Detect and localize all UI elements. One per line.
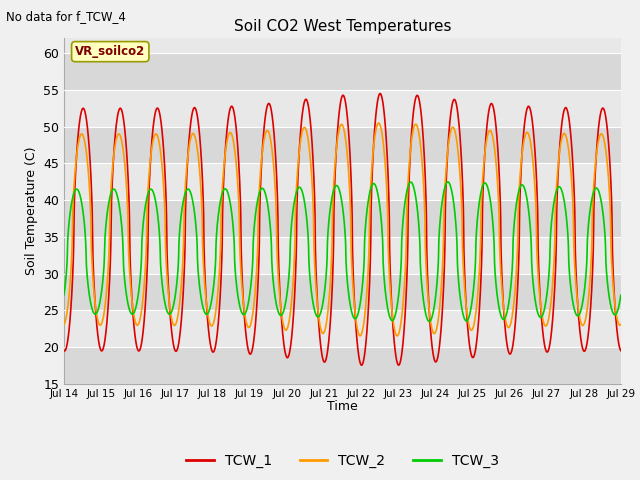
Text: VR_soilco2: VR_soilco2	[75, 45, 145, 58]
Title: Soil CO2 West Temperatures: Soil CO2 West Temperatures	[234, 20, 451, 35]
Bar	[64, 163, 621, 200]
Bar	[64, 53, 621, 90]
Bar	[64, 127, 621, 163]
Bar	[64, 237, 621, 274]
Legend: TCW_1, TCW_2, TCW_3: TCW_1, TCW_2, TCW_3	[180, 449, 504, 474]
X-axis label: Time: Time	[327, 400, 358, 413]
Bar	[64, 274, 621, 311]
Bar	[64, 347, 621, 384]
Bar	[64, 311, 621, 347]
Bar	[64, 90, 621, 127]
Y-axis label: Soil Temperature (C): Soil Temperature (C)	[24, 147, 38, 276]
Text: No data for f_TCW_4: No data for f_TCW_4	[6, 10, 126, 23]
Bar	[64, 200, 621, 237]
